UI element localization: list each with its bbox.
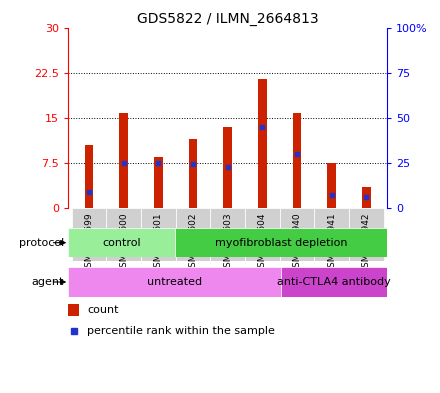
Bar <box>141 208 176 261</box>
Bar <box>72 208 106 261</box>
Text: GSM1276603: GSM1276603 <box>223 213 232 273</box>
Text: GSM1276604: GSM1276604 <box>258 213 267 273</box>
Text: GSM1276602: GSM1276602 <box>188 213 198 273</box>
Text: GSM1276601: GSM1276601 <box>154 213 163 273</box>
Text: untreated: untreated <box>147 277 202 287</box>
Bar <box>68 304 79 316</box>
Text: GSM1276599: GSM1276599 <box>84 213 94 273</box>
Bar <box>293 113 301 208</box>
Bar <box>210 208 245 261</box>
Bar <box>84 145 93 208</box>
Bar <box>224 127 232 208</box>
Text: GSM1303941: GSM1303941 <box>327 213 336 273</box>
Bar <box>327 163 336 208</box>
Bar <box>245 208 280 261</box>
Title: GDS5822 / ILMN_2664813: GDS5822 / ILMN_2664813 <box>137 13 319 26</box>
Bar <box>176 208 210 261</box>
Bar <box>362 187 371 208</box>
Text: GSM1303942: GSM1303942 <box>362 213 371 273</box>
Bar <box>68 228 175 257</box>
Text: percentile rank within the sample: percentile rank within the sample <box>87 326 275 336</box>
Text: myofibroblast depletion: myofibroblast depletion <box>215 238 347 248</box>
Bar <box>281 267 387 297</box>
Text: GSM1276600: GSM1276600 <box>119 213 128 273</box>
Text: control: control <box>102 238 141 248</box>
Text: count: count <box>87 305 119 315</box>
Text: protocol: protocol <box>18 238 64 248</box>
Bar <box>68 267 281 297</box>
Bar <box>175 228 387 257</box>
Bar <box>106 208 141 261</box>
Bar <box>349 208 384 261</box>
Text: anti-CTLA4 antibody: anti-CTLA4 antibody <box>277 277 391 287</box>
Bar <box>315 208 349 261</box>
Bar <box>154 157 163 208</box>
Bar <box>119 113 128 208</box>
Bar <box>189 139 198 208</box>
Text: GSM1303940: GSM1303940 <box>293 213 301 273</box>
Bar <box>280 208 315 261</box>
Text: agent: agent <box>31 277 64 287</box>
Bar <box>258 79 267 208</box>
